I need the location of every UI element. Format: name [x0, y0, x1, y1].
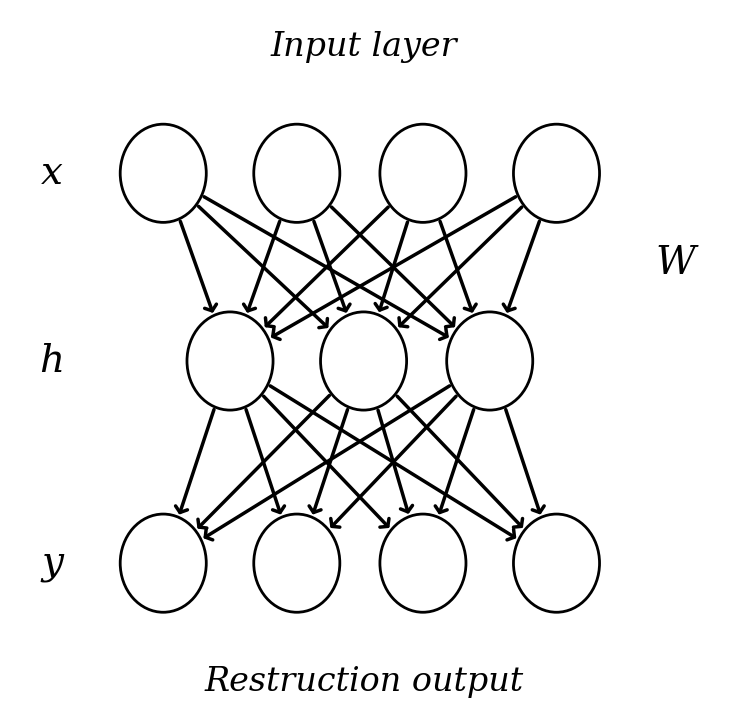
Text: y: y [41, 544, 63, 582]
Text: Restruction output: Restruction output [204, 666, 523, 698]
Ellipse shape [254, 514, 340, 612]
Ellipse shape [513, 124, 600, 222]
Ellipse shape [187, 312, 273, 410]
Text: x: x [41, 155, 63, 192]
Ellipse shape [120, 514, 206, 612]
Text: h: h [39, 342, 65, 380]
Ellipse shape [380, 124, 466, 222]
Text: Input layer: Input layer [270, 31, 457, 63]
Ellipse shape [321, 312, 407, 410]
Ellipse shape [254, 124, 340, 222]
Ellipse shape [120, 124, 206, 222]
Ellipse shape [447, 312, 533, 410]
Ellipse shape [513, 514, 600, 612]
Text: W: W [655, 245, 695, 282]
Ellipse shape [380, 514, 466, 612]
